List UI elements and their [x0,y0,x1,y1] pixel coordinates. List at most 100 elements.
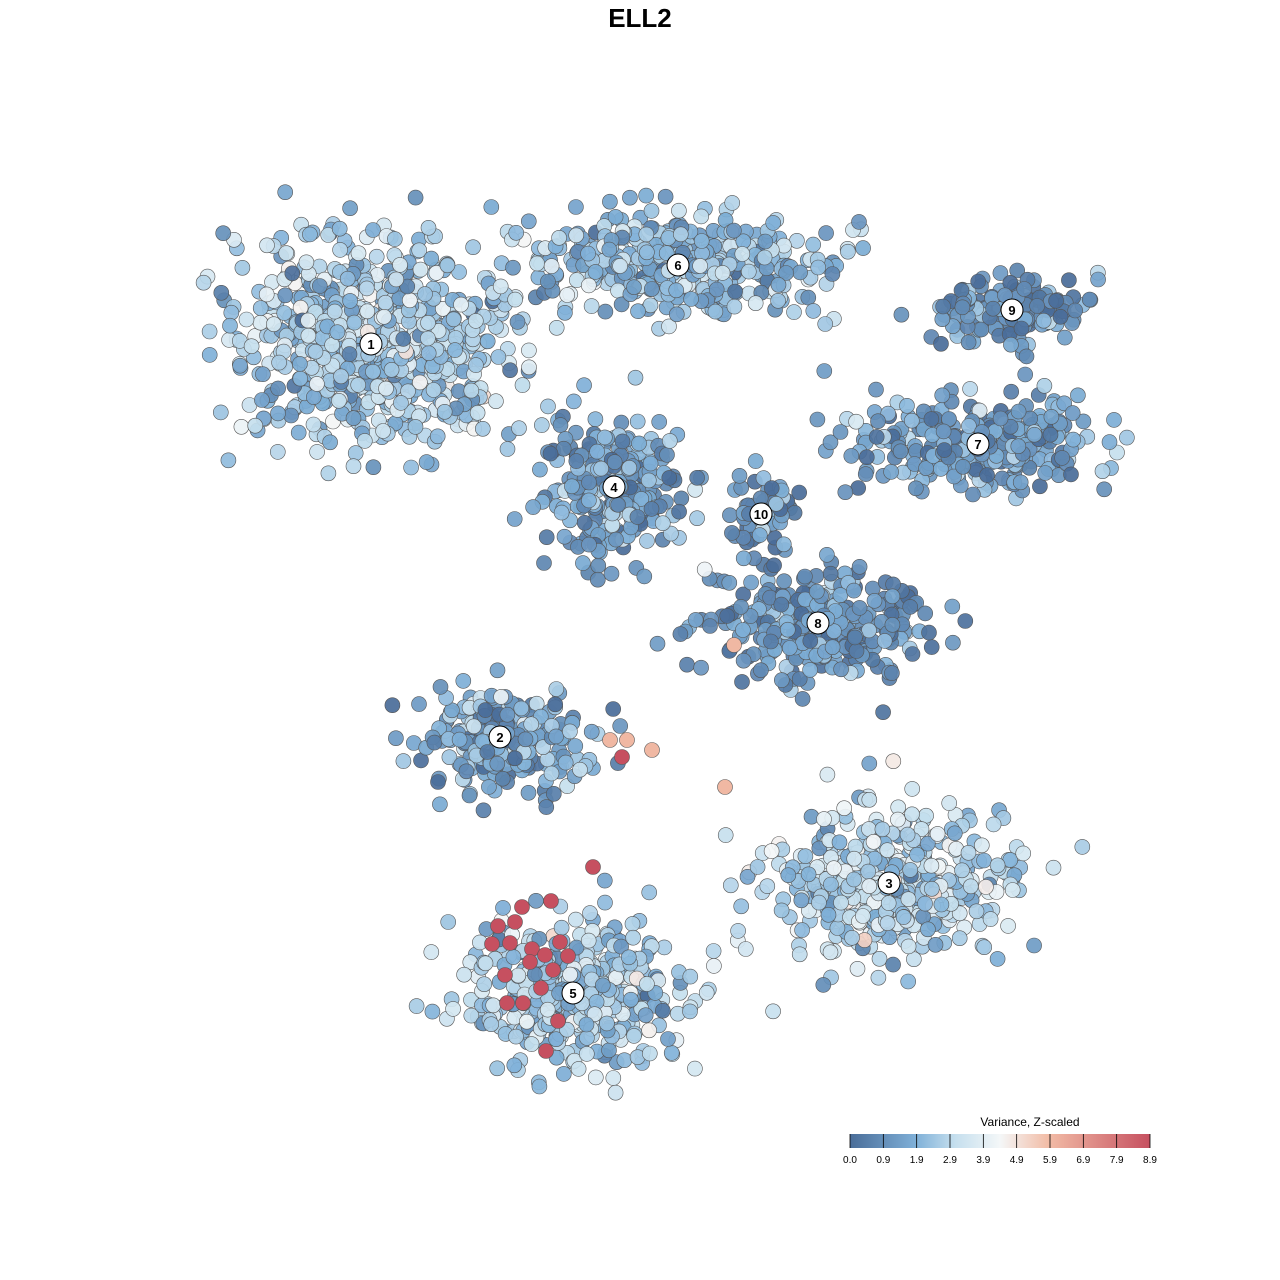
data-point [488,393,504,410]
data-point [538,529,555,546]
data-point [1074,839,1091,855]
data-point [696,561,713,578]
data-point [567,911,584,928]
data-point [917,605,934,622]
data-point [1065,431,1081,448]
data-point [708,281,725,298]
svg-text:1: 1 [367,337,374,352]
data-point [420,220,437,236]
data-point [376,308,392,325]
data-point [855,240,871,256]
data-point [833,661,849,678]
data-point [505,949,522,965]
data-point [458,763,475,780]
data-point [895,909,912,925]
data-point [493,689,509,705]
data-point [933,335,949,352]
data-point [874,821,891,838]
data-point [1042,426,1059,443]
data-point [620,949,637,966]
cluster-label-3: 3 [877,871,901,895]
data-point [270,405,286,422]
data-point [819,546,835,563]
data-point [698,984,715,1001]
data-point [794,691,811,707]
data-point [693,659,709,676]
data-point [311,278,328,294]
data-point [734,674,750,690]
data-point [538,1043,554,1059]
data-point [840,243,856,260]
data-point [1037,465,1053,481]
data-point [935,423,952,440]
data-point [252,314,269,331]
data-point [578,1016,595,1033]
data-point [689,510,705,527]
data-point [631,435,647,452]
svg-text:2: 2 [496,730,503,745]
data-point [893,306,910,323]
data-point [923,639,940,655]
data-point [693,233,710,249]
data-point [985,816,1002,833]
data-point [420,314,436,331]
data-point [432,679,449,695]
data-point [432,796,448,813]
data-point [717,779,733,795]
data-point [587,264,604,280]
data-point [220,452,237,469]
data-point [243,338,260,355]
legend-tick-label: 0.0 [843,1155,857,1166]
data-point [551,230,567,246]
data-point [753,662,769,679]
data-point [543,765,560,782]
data-point [309,376,325,392]
data-point [548,681,565,697]
data-point [936,442,953,458]
data-point [543,258,560,274]
data-point [1003,383,1020,400]
data-point [639,533,655,549]
data-point [555,1066,572,1082]
data-point [521,342,537,359]
data-point [475,802,492,819]
data-point [502,362,518,379]
data-point [641,1045,658,1062]
data-point [671,202,687,219]
data-point [508,1028,524,1045]
data-point [331,392,347,409]
data-point [570,1061,587,1077]
data-point [820,906,837,923]
data-point [870,413,886,430]
data-point [625,929,641,946]
data-point [602,732,618,748]
data-point [520,213,537,230]
data-point [780,867,797,884]
data-point [1010,403,1027,420]
legend-colorbar [850,1134,1150,1148]
data-point [1057,329,1073,346]
data-point [946,825,963,842]
data-point [682,968,699,985]
data-point [234,259,251,276]
data-point [605,1070,622,1086]
data-point [545,962,561,978]
data-point [545,785,562,802]
data-point [733,898,750,915]
data-point [985,300,1001,317]
data-point [960,334,977,351]
data-point [880,895,897,911]
data-point [913,821,930,837]
data-point [735,652,752,669]
data-point [350,377,367,393]
data-point [773,596,790,613]
data-point [1119,429,1135,446]
data-point [957,613,974,629]
data-point [540,398,556,415]
data-point [213,404,229,421]
data-point [417,286,433,302]
data-point [643,281,660,297]
data-point [1048,292,1064,309]
data-point [706,958,722,974]
data-point [386,231,403,247]
